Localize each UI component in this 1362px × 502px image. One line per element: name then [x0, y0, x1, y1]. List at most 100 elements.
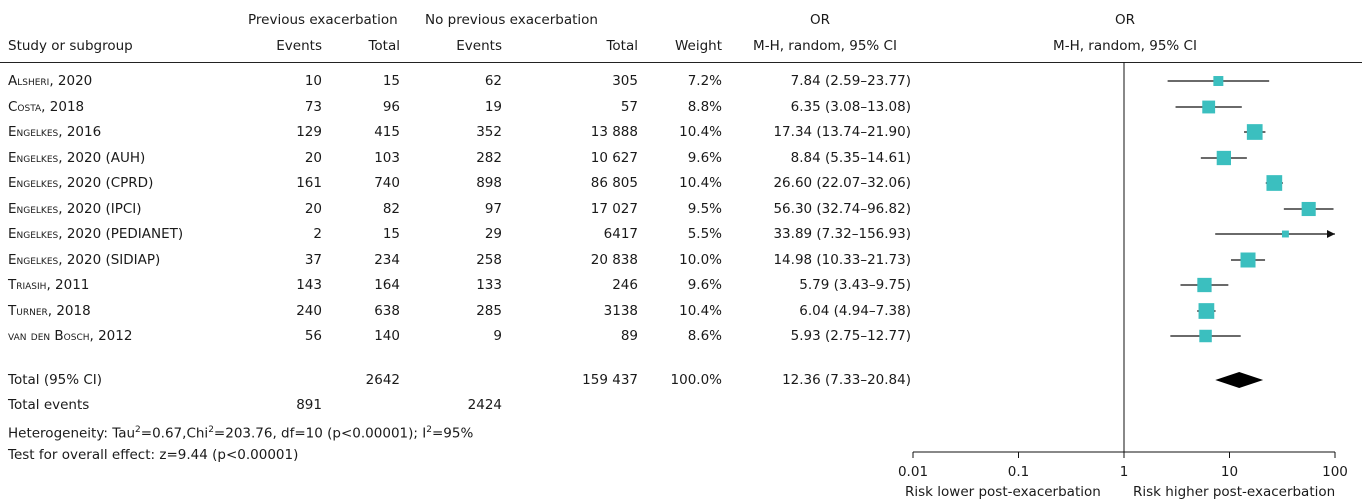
events2-cell: 258: [476, 252, 502, 268]
overall-effect-text: Test for overall effect: z=9.44 (p<0.000…: [8, 447, 299, 463]
x-tick-label: 1: [1119, 464, 1129, 480]
ci-cell: 17.34 (13.74–21.90): [773, 124, 911, 140]
events1-cell: 161: [296, 175, 322, 191]
study-name: Alsheri, 2020: [8, 73, 93, 89]
total2-cell: 13 888: [590, 124, 638, 140]
weight-cell: 9.6%: [687, 150, 722, 166]
total1-cell: 415: [374, 124, 400, 140]
weight-cell: 10.4%: [679, 175, 722, 191]
total2-cell: 10 627: [590, 150, 638, 166]
weight-cell: 10.0%: [679, 252, 722, 268]
study-name: van den Bosch, 2012: [8, 328, 133, 344]
total1-cell: 638: [374, 303, 400, 319]
x-tick-label: 0.1: [1007, 464, 1030, 480]
x-tick-label: 10: [1220, 464, 1239, 480]
or-header: OR: [809, 12, 830, 28]
ci-cell: 26.60 (22.07–32.06): [773, 175, 911, 191]
events2-header: Events: [456, 38, 502, 54]
or-plot-header: OR: [1114, 12, 1135, 28]
ci-cell: 7.84 (2.59–23.77): [790, 73, 911, 89]
total2-cell: 89: [620, 328, 638, 344]
events1-cell: 20: [304, 201, 322, 217]
total-events-e2: 2424: [467, 397, 502, 413]
study-name: Engelkes, 2020 (SIDIAP): [8, 252, 161, 268]
total-events-e1: 891: [296, 397, 322, 413]
point-marker: [1198, 303, 1215, 319]
ci-cell: 56.30 (32.74–96.82): [773, 201, 911, 217]
x-tick-label: 0.01: [897, 464, 929, 480]
study-name: Costa, 2018: [8, 99, 85, 115]
point-marker: [1197, 277, 1212, 293]
total-t2: 159 437: [582, 372, 638, 388]
ci-cell: 6.04 (4.94–7.38): [799, 303, 911, 319]
study-name: Engelkes, 2020 (AUH): [8, 150, 146, 166]
study-name: Engelkes, 2020 (IPCI): [8, 201, 142, 217]
events2-cell: 898: [476, 175, 502, 191]
heterogeneity-text: Heterogeneity: Tau2=0.67,Chi2=203.76, df…: [8, 425, 474, 442]
total-ci: 12.36 (7.33–20.84): [782, 372, 911, 388]
ci-arrow: [1327, 230, 1335, 238]
point-marker: [1199, 329, 1212, 343]
point-marker: [1246, 124, 1263, 140]
total1-cell: 15: [382, 226, 400, 242]
weight-cell: 5.5%: [687, 226, 722, 242]
events1-cell: 129: [296, 124, 322, 140]
study-name: Engelkes, 2020 (PEDIANET): [8, 226, 184, 242]
ci-cell: 5.79 (3.43–9.75): [799, 277, 911, 293]
ci-cell: 5.93 (2.75–12.77): [790, 328, 911, 344]
events1-cell: 56: [304, 328, 322, 344]
events2-cell: 352: [476, 124, 502, 140]
previous-exacerbation-header: Previous exacerbation: [248, 12, 398, 28]
events2-cell: 29: [484, 226, 502, 242]
events2-cell: 285: [476, 303, 502, 319]
method-header: M-H, random, 95% CI: [753, 38, 897, 54]
total2-cell: 57: [620, 99, 638, 115]
total1-cell: 234: [374, 252, 400, 268]
events1-cell: 73: [304, 99, 322, 115]
weight-cell: 7.2%: [687, 73, 722, 89]
total1-cell: 140: [374, 328, 400, 344]
total2-cell: 20 838: [590, 252, 638, 268]
total1-cell: 82: [382, 201, 400, 217]
ci-cell: 6.35 (3.08–13.08): [790, 99, 911, 115]
study-name: Turner, 2018: [8, 303, 91, 319]
events1-cell: 20: [304, 150, 322, 166]
weight-cell: 8.6%: [687, 328, 722, 344]
events2-cell: 19: [484, 99, 502, 115]
point-marker: [1281, 230, 1289, 238]
no-previous-exacerbation-header: No previous exacerbation: [425, 12, 598, 28]
weight-cell: 10.4%: [679, 124, 722, 140]
ci-cell: 14.98 (10.33–21.73): [773, 252, 911, 268]
point-marker: [1202, 100, 1216, 114]
events1-cell: 240: [296, 303, 322, 319]
events2-cell: 133: [476, 277, 502, 293]
header-divider: [0, 62, 1362, 63]
pooled-diamond: [1215, 372, 1264, 388]
point-marker: [1266, 175, 1283, 191]
events2-cell: 97: [484, 201, 502, 217]
total2-cell: 86 805: [590, 175, 638, 191]
total1-cell: 96: [382, 99, 400, 115]
total2-cell: 17 027: [590, 201, 638, 217]
total1-cell: 15: [382, 73, 400, 89]
axis-label-right: Risk higher post-exacerbation: [1133, 484, 1336, 500]
ci-cell: 33.89 (7.32–156.93): [773, 226, 911, 242]
study-name: Engelkes, 2020 (CPRD): [8, 175, 154, 191]
method-plot-header: M-H, random, 95% CI: [1053, 38, 1197, 54]
weight-cell: 9.6%: [687, 277, 722, 293]
events2-cell: 62: [484, 73, 502, 89]
point-marker: [1301, 201, 1316, 217]
total2-cell: 3138: [603, 303, 638, 319]
events2-cell: 282: [476, 150, 502, 166]
total1-cell: 164: [374, 277, 400, 293]
weight-cell: 8.8%: [687, 99, 722, 115]
events1-cell: 2: [313, 226, 322, 242]
total1-header: Total: [368, 38, 400, 54]
events1-cell: 37: [304, 252, 322, 268]
events1-cell: 10: [304, 73, 322, 89]
point-marker: [1240, 252, 1256, 268]
total-events-label: Total events: [8, 397, 90, 413]
axis-label-left: Risk lower post-exacerbation: [905, 484, 1101, 500]
weight-cell: 10.4%: [679, 303, 722, 319]
